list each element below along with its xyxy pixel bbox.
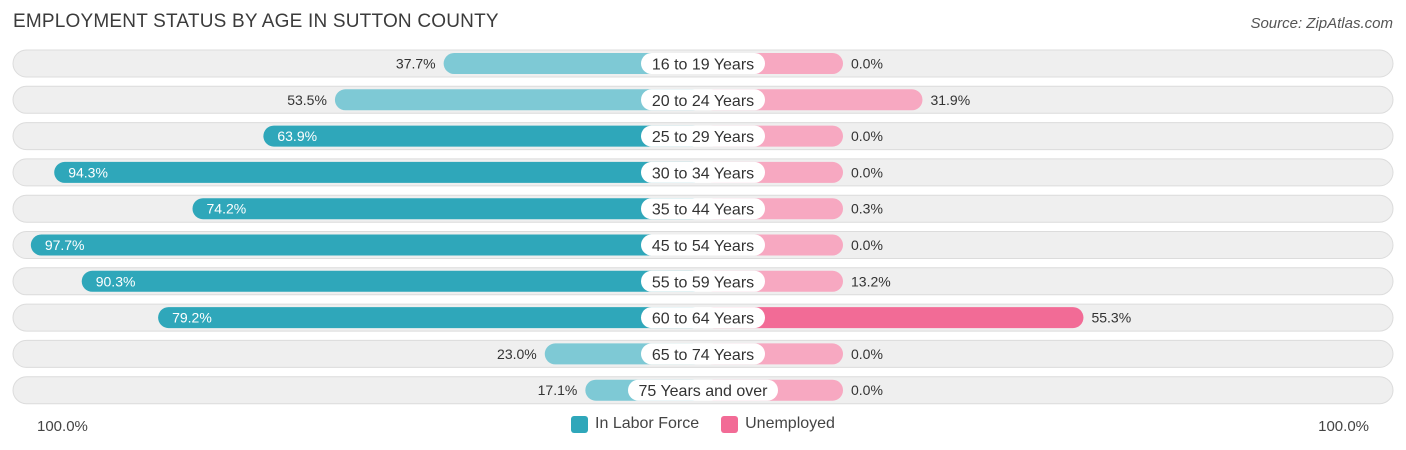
bar-labor	[263, 125, 703, 147]
category-pill	[641, 343, 765, 365]
bar-labor	[334, 89, 703, 111]
chart-area: 37.7% 0.0% 16 to 19 Years 53.5% 31.9% 20 to 2…	[12, 49, 1394, 405]
category-pill	[641, 125, 765, 147]
bar-unemployed-value: 0.3%	[851, 201, 883, 217]
source-label: Source: ZipAtlas.com	[1250, 15, 1393, 32]
category-pill	[641, 53, 765, 74]
category-label: 25 to 29 Years	[652, 129, 754, 146]
bar-unemployed-value: 0.0%	[851, 164, 883, 180]
bar-labor	[30, 234, 704, 256]
category-pill	[641, 198, 765, 220]
category-label: 16 to 19 Years	[652, 57, 754, 74]
bar-unemployed-value: 0.0%	[851, 382, 883, 398]
category-label: 75 Years and over	[639, 383, 769, 400]
legend: In Labor Force Unemployed	[0, 415, 1406, 433]
bar-labor	[54, 161, 703, 183]
bar-unemployed-value: 13.2%	[851, 273, 891, 289]
category-pill	[641, 234, 765, 256]
legend-label-labor: In Labor Force	[595, 415, 700, 432]
category-label: 55 to 59 Years	[652, 274, 754, 291]
chart-title: EMPLOYMENT STATUS BY AGE IN SUTTON COUNT…	[13, 11, 499, 32]
bar-labor-value: 23.0%	[497, 346, 537, 362]
bar-unemployed-value: 0.0%	[851, 346, 883, 362]
bar-labor-value: 53.5%	[287, 92, 327, 108]
category-pill	[641, 270, 765, 292]
category-label: 35 to 44 Years	[652, 202, 754, 219]
category-label: 65 to 74 Years	[652, 347, 754, 364]
bar-labor-value: 79.2%	[172, 310, 212, 326]
bar-unemployed-value: 31.9%	[930, 92, 970, 108]
bar-unemployed-value: 0.0%	[851, 237, 883, 253]
category-label: 30 to 34 Years	[652, 165, 754, 182]
bar-unemployed-value: 0.0%	[851, 128, 883, 144]
bar-unemployed	[703, 307, 1084, 329]
bar-labor-value: 94.3%	[68, 164, 108, 180]
legend-swatch-unemployed	[721, 415, 739, 433]
bar-labor	[192, 198, 703, 220]
bar-labor-value: 97.7%	[45, 237, 85, 253]
bar-labor-value: 74.2%	[207, 201, 247, 217]
category-pill	[641, 161, 765, 183]
category-pill	[628, 379, 778, 401]
bar-labor-value: 63.9%	[277, 128, 317, 144]
category-label: 20 to 24 Years	[652, 93, 754, 110]
legend-item-labor: In Labor Force	[571, 415, 699, 433]
category-label: 60 to 64 Years	[652, 311, 754, 328]
bar-unemployed-value: 0.0%	[851, 56, 883, 72]
bar-unemployed-value: 55.3%	[1091, 310, 1131, 326]
axis-left-label: 100.0%	[37, 418, 88, 435]
axis-right-label: 100.0%	[1318, 418, 1369, 435]
legend-item-unemployed: Unemployed	[721, 415, 835, 433]
category-pill	[641, 307, 765, 329]
bar-labor	[81, 270, 703, 292]
bar-labor-value: 17.1%	[538, 382, 578, 398]
bar-labor	[158, 307, 703, 329]
bar-labor	[443, 53, 703, 74]
legend-label-unemployed: Unemployed	[745, 415, 835, 432]
category-pill	[641, 89, 765, 111]
legend-swatch-labor	[571, 415, 589, 433]
bar-labor-value: 37.7%	[396, 56, 436, 72]
category-label: 45 to 54 Years	[652, 238, 754, 255]
bar-labor-value: 90.3%	[96, 273, 136, 289]
